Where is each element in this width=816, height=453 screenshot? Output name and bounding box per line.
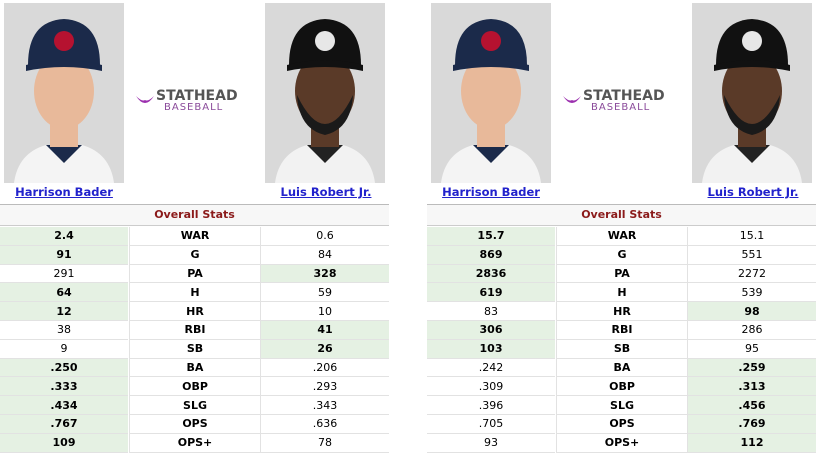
logo-brand: STATHEAD <box>156 88 238 104</box>
stat-value-left: .705 <box>427 415 555 434</box>
stat-value-right: 84 <box>261 246 389 265</box>
stat-value-left: .396 <box>427 396 555 415</box>
player-photo <box>692 3 812 183</box>
logo: STATHEAD BASEBALL <box>134 88 258 114</box>
player-name-right[interactable]: Luis Robert Jr. <box>280 185 372 199</box>
stat-value-right: 95 <box>688 340 816 359</box>
stat-value-right: 15.1 <box>688 227 816 246</box>
stat-label: G <box>556 245 688 265</box>
stat-value-left: 12 <box>0 302 128 321</box>
stat-label: SLG <box>556 396 688 415</box>
player-photo <box>431 3 551 183</box>
stat-value-right: .293 <box>261 377 389 397</box>
stat-label: OBP <box>556 377 688 397</box>
player-name-left[interactable]: Harrison Bader <box>15 185 113 199</box>
stat-label: SB <box>129 339 261 359</box>
stat-value-right: .769 <box>688 415 816 434</box>
logo-sub: BASEBALL <box>591 102 651 113</box>
stat-label: PA <box>129 264 261 284</box>
stat-value-left: .333 <box>0 377 128 397</box>
stat-value-right: 539 <box>688 283 816 303</box>
logo: STATHEAD BASEBALL <box>561 88 685 114</box>
stat-label: H <box>556 283 688 303</box>
stat-label: H <box>129 283 261 303</box>
stat-label: PA <box>556 264 688 284</box>
stat-value-left: 64 <box>0 283 128 303</box>
logo-icon <box>563 96 581 103</box>
stat-value-left: 306 <box>427 321 555 340</box>
stat-value-right: 59 <box>261 283 389 303</box>
stat-value-left: 2.4 <box>0 227 128 246</box>
logo-icon <box>136 96 154 103</box>
stat-value-left: 91 <box>0 245 128 265</box>
player-photo-left <box>431 3 551 183</box>
stat-label: WAR <box>556 227 688 246</box>
stat-value-right: .206 <box>261 359 389 378</box>
stat-label: G <box>129 245 261 265</box>
stat-value-right: .259 <box>688 358 816 378</box>
stat-value-left: .434 <box>0 396 128 415</box>
stat-label: OPS <box>129 415 261 434</box>
stat-label: HR <box>556 302 688 321</box>
stat-label: RBI <box>129 321 261 340</box>
stat-value-left: 619 <box>427 283 555 303</box>
stat-label: RBI <box>556 321 688 340</box>
stat-value-right: .636 <box>261 415 389 434</box>
stat-value-right: 10 <box>261 302 389 321</box>
stat-value-left: 869 <box>427 245 555 265</box>
stat-label: SLG <box>129 396 261 415</box>
stat-value-right: 26 <box>261 339 389 359</box>
stat-value-left: 38 <box>0 321 128 340</box>
stat-value-left: 83 <box>427 302 555 321</box>
player-photo <box>265 3 385 183</box>
stat-value-right: 0.6 <box>261 227 389 246</box>
stat-label: BA <box>556 358 688 378</box>
logo-brand: STATHEAD <box>583 88 665 104</box>
player-photo <box>4 3 124 183</box>
stat-value-right: 286 <box>688 321 816 340</box>
stat-value-left: .309 <box>427 377 555 397</box>
section-title: Overall Stats <box>0 204 389 226</box>
logo-text: STATHEAD BASEBALL <box>583 89 665 113</box>
player-photo-right <box>265 3 385 183</box>
stat-value-left: .242 <box>427 359 555 378</box>
stat-value-right: 41 <box>261 321 389 340</box>
stat-value-left: .250 <box>0 358 128 378</box>
stat-value-right: .456 <box>688 396 816 415</box>
stat-value-left: 15.7 <box>427 227 555 246</box>
section-title: Overall Stats <box>427 204 816 226</box>
stat-label: WAR <box>129 227 261 246</box>
stat-value-right: 98 <box>688 302 816 321</box>
player-photo-left <box>4 3 124 183</box>
logo-text: STATHEAD BASEBALL <box>156 89 238 113</box>
stat-value-right: 112 <box>688 433 816 453</box>
stat-label: OBP <box>129 377 261 397</box>
stat-label: BA <box>129 358 261 378</box>
stat-value-right: .313 <box>688 377 816 397</box>
stat-value-left: 2836 <box>427 264 555 284</box>
stat-label: SB <box>556 339 688 359</box>
stat-value-left: .767 <box>0 415 128 434</box>
stat-value-left: 291 <box>0 265 128 284</box>
stat-label: OPS <box>556 415 688 434</box>
stat-value-right: 2272 <box>688 265 816 284</box>
logo-sub: BASEBALL <box>164 102 224 113</box>
stat-value-left: 103 <box>427 339 555 359</box>
stat-value-right: 551 <box>688 246 816 265</box>
player-photo-right <box>692 3 812 183</box>
player-name-right[interactable]: Luis Robert Jr. <box>707 185 799 199</box>
stat-label: HR <box>129 302 261 321</box>
stat-value-left: 9 <box>0 340 128 359</box>
player-name-left[interactable]: Harrison Bader <box>442 185 540 199</box>
stat-value-right: .343 <box>261 396 389 415</box>
stat-value-right: 328 <box>261 264 389 284</box>
